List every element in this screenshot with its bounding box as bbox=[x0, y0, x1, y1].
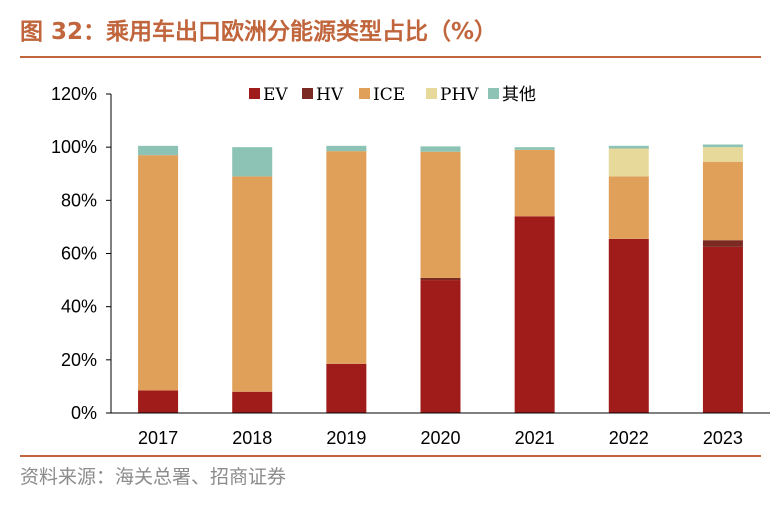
bar-segment-ICE-2021 bbox=[514, 149, 555, 217]
footer-rule bbox=[20, 455, 761, 457]
legend-label-其他: 其他 bbox=[502, 85, 536, 105]
bar-segment-PHV-2023 bbox=[702, 147, 743, 162]
bar-segment-其他-2023 bbox=[702, 144, 743, 148]
y-tick-label: 20% bbox=[61, 350, 97, 370]
bar-segment-EV-2022 bbox=[608, 238, 649, 413]
bar-segment-EV-2020 bbox=[420, 280, 461, 413]
chart-title: 图 32：乘用车出口欧洲分能源类型占比（%） bbox=[20, 19, 498, 45]
bar-segment-HV-2020 bbox=[420, 277, 461, 281]
y-tick-label: 60% bbox=[61, 244, 97, 264]
bar-segment-ICE-2022 bbox=[608, 176, 649, 239]
y-axis: 0% 20% 40% 60% 80% 100% 120% bbox=[51, 84, 112, 423]
x-tick-label: 2017 bbox=[138, 428, 178, 448]
x-tick-label: 2020 bbox=[420, 428, 460, 448]
bar-segment-EV-2023 bbox=[702, 246, 743, 413]
y-tick-label: 40% bbox=[61, 297, 97, 317]
x-tick-label: 2023 bbox=[703, 428, 743, 448]
legend-label-ICE: ICE bbox=[373, 85, 405, 105]
bars bbox=[138, 144, 743, 413]
y-tick-label: 120% bbox=[51, 84, 97, 104]
bar-segment-EV-2017 bbox=[138, 390, 179, 413]
legend-swatch-HV bbox=[302, 88, 313, 99]
bar-segment-ICE-2019 bbox=[326, 151, 367, 364]
x-tick-label: 2022 bbox=[609, 428, 649, 448]
bar-segment-ICE-2020 bbox=[420, 151, 461, 278]
legend: EV HV ICE PHV 其他 bbox=[249, 85, 536, 105]
bar-segment-EV-2019 bbox=[326, 363, 367, 413]
bar-segment-HV-2023 bbox=[702, 240, 743, 247]
bar-segment-EV-2018 bbox=[232, 391, 273, 413]
stacked-bar-chart: 0%20%40%60%80%100%120% 2017 2018 2019 2020 2… bbox=[51, 84, 770, 448]
bar-segment-其他-2019 bbox=[326, 145, 367, 152]
bar-segment-EV-2021 bbox=[514, 216, 555, 413]
legend-swatch-EV bbox=[249, 88, 260, 99]
y-tick-label: 80% bbox=[61, 190, 97, 210]
bar-segment-ICE-2018 bbox=[232, 176, 273, 392]
legend-swatch-PHV bbox=[426, 88, 437, 99]
legend-label-EV: EV bbox=[263, 85, 288, 105]
y-tick-label: 100% bbox=[51, 137, 97, 157]
legend-label-PHV: PHV bbox=[440, 85, 479, 105]
legend-label-HV: HV bbox=[316, 85, 344, 105]
legend-swatch-其他 bbox=[488, 88, 499, 99]
x-tick-label: 2019 bbox=[326, 428, 366, 448]
bar-segment-其他-2018 bbox=[232, 147, 273, 177]
bar-segment-其他-2020 bbox=[420, 146, 461, 152]
bar-segment-PHV-2022 bbox=[608, 148, 649, 177]
x-tick-label: 2018 bbox=[232, 428, 272, 448]
bar-segment-ICE-2017 bbox=[138, 155, 179, 391]
bar-segment-其他-2017 bbox=[138, 145, 179, 156]
legend-swatch-ICE bbox=[359, 88, 370, 99]
x-tick-label: 2021 bbox=[515, 428, 555, 448]
y-tick-label: 0% bbox=[71, 403, 97, 423]
title-underline bbox=[20, 56, 761, 58]
source-note: 资料来源：海关总署、招商证券 bbox=[20, 466, 287, 488]
bar-segment-其他-2021 bbox=[514, 147, 555, 150]
bar-segment-ICE-2023 bbox=[702, 161, 743, 241]
x-axis: 2017 2018 2019 2020 2021 2022 2023 bbox=[111, 412, 770, 448]
bar-segment-其他-2022 bbox=[608, 145, 649, 149]
